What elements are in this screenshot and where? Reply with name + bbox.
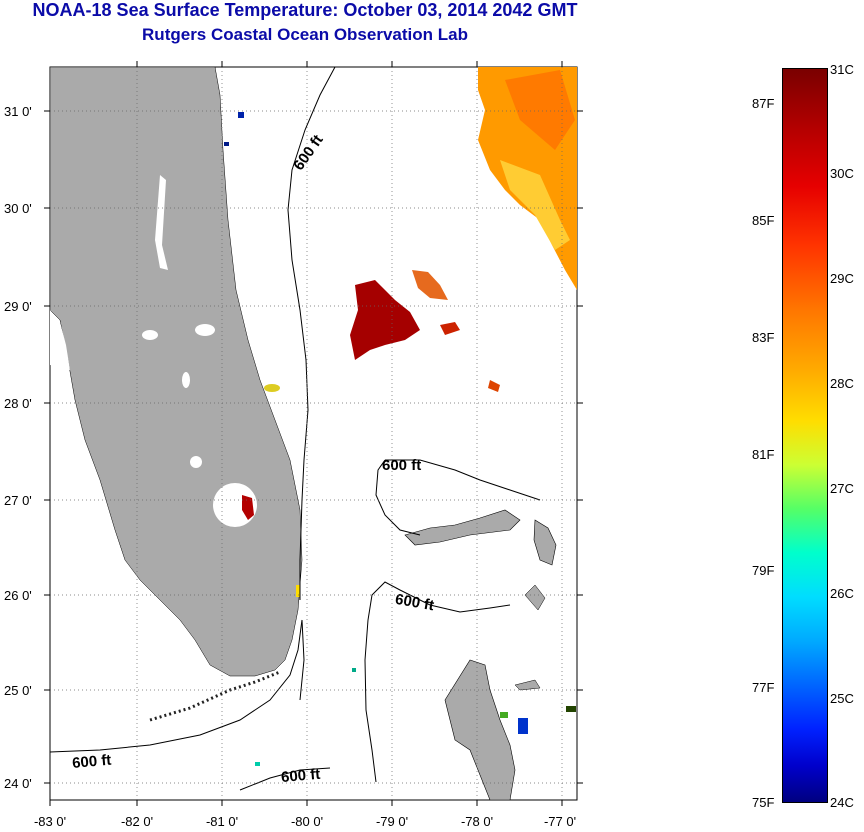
colorbar-celsius-label: 29C xyxy=(830,271,854,286)
lake-patch xyxy=(190,456,202,468)
colorbar-fahrenheit-label: 79F xyxy=(752,563,775,578)
lat-label: 26 0' xyxy=(4,588,32,603)
colorbar-celsius-label: 24C xyxy=(830,795,854,810)
lat-label: 27 0' xyxy=(4,493,32,508)
lat-label: 24 0' xyxy=(4,776,32,791)
colorbar-celsius-label: 31C xyxy=(830,62,854,77)
contour-label: 600 ft xyxy=(71,752,112,772)
lon-label: -77 0' xyxy=(544,814,576,829)
sst-warm-fleck xyxy=(440,322,460,335)
grand-bahama-land xyxy=(404,509,521,546)
lon-label: -79 0' xyxy=(376,814,408,829)
lon-label: -83 0' xyxy=(34,814,66,829)
lake-patch xyxy=(142,330,158,340)
sst-bahamas-pixel xyxy=(566,706,576,712)
lon-label: -78 0' xyxy=(461,814,493,829)
sst-hot-patch-central xyxy=(350,280,420,360)
contour-label: 600 ft xyxy=(382,457,421,474)
colorbar-fahrenheit-label: 77F xyxy=(752,680,775,695)
island-land xyxy=(524,584,546,611)
map-subtitle: Rutgers Coastal Ocean Observation Lab xyxy=(142,25,468,44)
lat-label: 28 0' xyxy=(4,396,32,411)
island-land xyxy=(514,679,541,691)
map-title: NOAA-18 Sea Surface Temperature: October… xyxy=(32,0,578,20)
lon-label: -80 0' xyxy=(291,814,323,829)
abaco-land xyxy=(533,519,557,566)
isobath-600ft-bahamas-south xyxy=(364,581,511,783)
lake-patch xyxy=(155,175,168,270)
lon-label: -82 0' xyxy=(121,814,153,829)
lon-label: -81 0' xyxy=(206,814,238,829)
sst-warm-fleck xyxy=(488,380,500,392)
isobath-600ft-bahamas-north xyxy=(375,459,541,536)
gulf-coast-water xyxy=(50,310,70,370)
lat-label: 25 0' xyxy=(4,683,32,698)
sst-pixel xyxy=(255,762,260,766)
axis-ticks xyxy=(44,61,583,806)
lat-label: 30 0' xyxy=(4,201,32,216)
sst-cooler-band xyxy=(500,160,570,250)
lat-label: 31 0' xyxy=(4,104,32,119)
lat-label: 29 0' xyxy=(4,299,32,314)
colorbar-celsius-label: 25C xyxy=(830,691,854,706)
isobath-600ft-gulf xyxy=(49,619,303,753)
colorbar-fahrenheit-label: 83F xyxy=(752,330,775,345)
andros-land xyxy=(444,659,516,801)
colorbar-fahrenheit-label: 81F xyxy=(752,447,775,462)
sst-warm-core xyxy=(505,70,575,150)
colorbar-fahrenheit-label: 87F xyxy=(752,96,775,111)
lake-patch xyxy=(195,324,215,336)
colorbar-celsius-label: 26C xyxy=(830,586,854,601)
sst-warm-patch-small xyxy=(412,270,448,300)
colorbar-celsius-label: 27C xyxy=(830,481,854,496)
sst-coastal-pixel xyxy=(264,384,280,392)
sst-bahamas-pixel xyxy=(518,718,528,734)
sst-pixel xyxy=(352,668,356,672)
contour-label: 600 ft xyxy=(280,766,321,786)
colorbar-fahrenheit-label: 85F xyxy=(752,213,775,228)
lake-warm-pixels xyxy=(242,495,254,520)
sst-coastal-pixel xyxy=(296,585,300,597)
lake-patch xyxy=(182,372,190,388)
temperature-colorbar xyxy=(782,68,828,803)
sst-cold-pixel xyxy=(238,112,244,118)
sst-cold-pixel xyxy=(224,142,229,146)
colorbar-celsius-label: 30C xyxy=(830,166,854,181)
contour-label: 600 ft xyxy=(394,591,436,615)
colorbar-fahrenheit-label: 75F xyxy=(752,795,775,810)
colorbar-celsius-label: 28C xyxy=(830,376,854,391)
isobath-600ft-keys-outer xyxy=(239,619,331,791)
sst-bahamas-pixel xyxy=(500,712,508,718)
